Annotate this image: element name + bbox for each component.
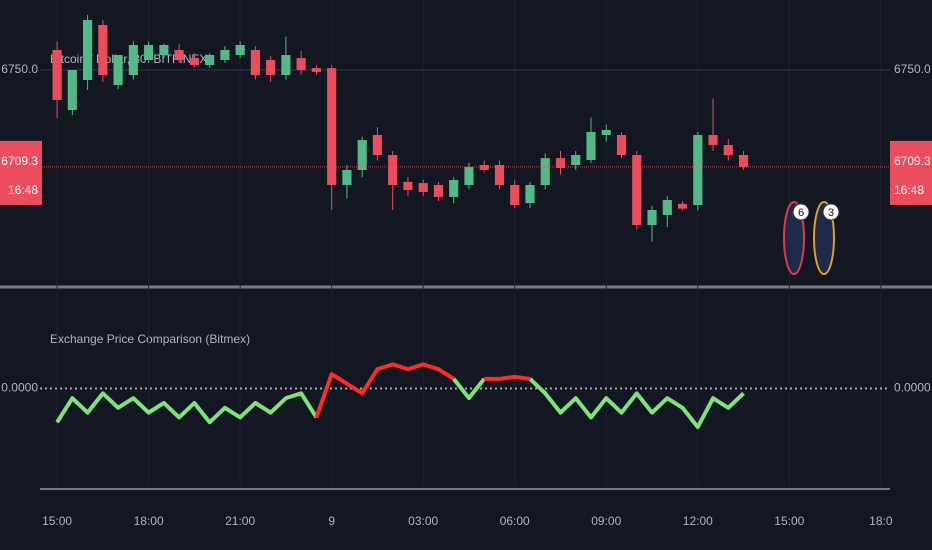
candle-body — [52, 50, 62, 100]
candle-body — [449, 180, 459, 197]
candle-body — [418, 183, 428, 192]
last-price-label: 6709.3 — [894, 154, 931, 168]
candle-body — [372, 135, 383, 155]
candle-body — [311, 68, 321, 72]
candle-body — [67, 70, 77, 110]
candle-body — [220, 50, 230, 60]
event-badge — [822, 203, 840, 221]
candle-body — [357, 140, 367, 170]
x-tick-label: 18:0 — [869, 514, 893, 528]
candle-body — [296, 58, 306, 70]
chart-title: Bitcoin / Dollar, 30, BITFINEX — [50, 52, 207, 66]
candle-body — [174, 50, 184, 60]
candle-body — [525, 185, 535, 204]
candle-body — [738, 155, 749, 167]
candle-body — [144, 45, 154, 60]
candle-body — [433, 185, 444, 197]
indicator-title: Exchange Price Comparison (Bitmex) — [50, 332, 250, 346]
candle-body — [677, 203, 688, 209]
x-tick-label: 9 — [328, 514, 335, 528]
candle-body — [571, 155, 581, 165]
candle-body — [342, 170, 352, 185]
x-tick-label: 09:00 — [591, 514, 621, 528]
candle-body — [647, 210, 657, 225]
event-badge — [792, 203, 810, 221]
y-tick-label: 6750.0 — [1, 62, 38, 76]
indicator-line — [314, 362, 531, 419]
x-tick-label: 21:00 — [225, 514, 255, 528]
candle-body — [281, 55, 291, 75]
price-badge — [0, 140, 42, 205]
candle-body — [693, 135, 703, 205]
candle-body — [662, 200, 672, 215]
candle-body — [632, 155, 642, 225]
candle-body — [159, 45, 169, 55]
candle-body — [403, 181, 413, 190]
candle-body — [586, 131, 596, 160]
candle-body — [494, 165, 505, 185]
candle-body — [616, 135, 627, 155]
candle-body — [83, 20, 93, 80]
x-tick-label: 18:00 — [134, 514, 164, 528]
price-badge — [890, 140, 932, 205]
candle-body — [327, 68, 337, 185]
x-tick-label: 12:00 — [683, 514, 713, 528]
candle-body — [479, 165, 489, 170]
y-tick-label: 0.0000 — [1, 381, 38, 395]
candle-body — [205, 55, 215, 65]
candle-body — [388, 155, 398, 185]
candle-body — [128, 45, 138, 75]
candle-body — [723, 145, 733, 155]
candle-body — [113, 55, 123, 85]
y-tick-label: 0.0000 — [894, 381, 931, 395]
candle-body — [601, 130, 611, 135]
candle-body — [250, 50, 260, 75]
candle-body — [235, 45, 245, 55]
y-tick-label: 6750.0 — [894, 62, 931, 76]
candle-body — [98, 25, 108, 75]
candle-body — [540, 158, 550, 185]
x-tick-label: 06:00 — [500, 514, 530, 528]
event-count: 6 — [798, 207, 804, 219]
countdown-label: 16:48 — [894, 183, 924, 197]
x-tick-label: 15:00 — [42, 514, 72, 528]
indicator-line — [55, 377, 745, 430]
x-tick-label: 03:00 — [408, 514, 438, 528]
candle-body — [510, 185, 520, 205]
candle-body — [555, 158, 566, 169]
x-tick-label: 15:00 — [774, 514, 804, 528]
event-count: 3 — [828, 207, 834, 219]
countdown-label: 16:48 — [8, 183, 38, 197]
candle-body — [708, 135, 718, 145]
candle-body — [266, 60, 276, 75]
candle-body — [464, 166, 474, 185]
last-price-label: 6709.3 — [1, 154, 38, 168]
candle-body — [189, 58, 199, 65]
